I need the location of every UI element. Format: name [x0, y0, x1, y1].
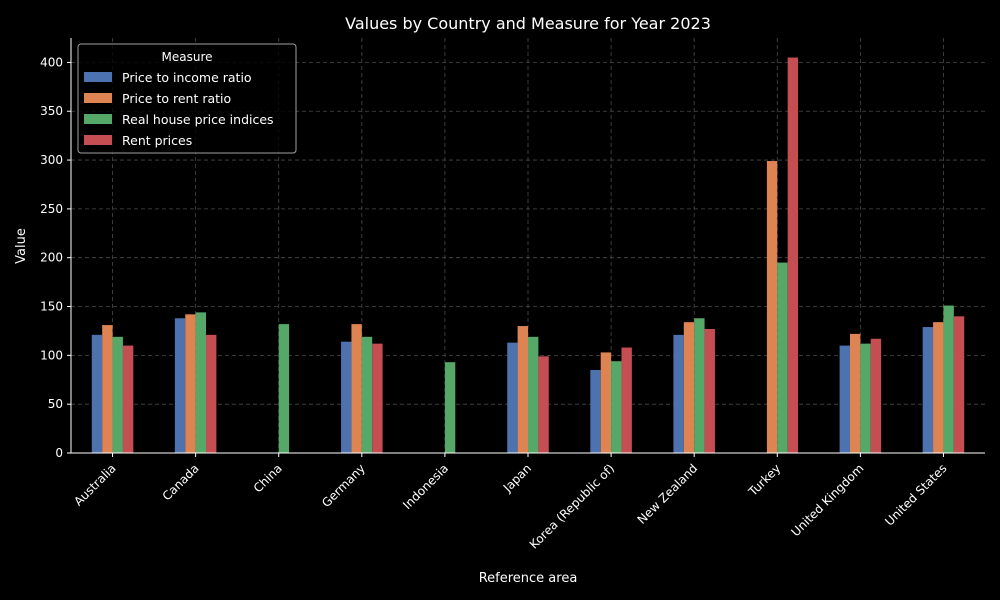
- bar: [185, 314, 196, 453]
- bar: [538, 356, 549, 453]
- y-tick-label: 300: [40, 153, 63, 167]
- bar: [943, 305, 954, 453]
- bar: [341, 341, 352, 453]
- x-tick-label: Australia: [71, 461, 118, 508]
- bar: [122, 345, 134, 453]
- bar: [174, 318, 186, 453]
- bar: [953, 316, 965, 453]
- legend-label: Price to rent ratio: [122, 91, 231, 106]
- y-tick-label: 350: [40, 104, 63, 118]
- legend: Measure Price to income ratio Price to ren…: [77, 43, 297, 154]
- y-tick-label: 0: [55, 446, 63, 460]
- x-tick-label: Turkey: [745, 461, 783, 499]
- legend-swatch: [84, 114, 112, 124]
- x-tick-label: United Kingdom: [788, 461, 866, 539]
- x-tick-label: Korea (Republic of): [527, 461, 617, 551]
- bar: [694, 318, 705, 453]
- bars: [91, 57, 965, 454]
- bar: [351, 324, 362, 453]
- bar: [611, 361, 622, 453]
- legend-swatch: [84, 135, 112, 145]
- chart-title: Values by Country and Measure for Year 2…: [345, 14, 711, 33]
- y-tick-label: 200: [40, 251, 63, 265]
- y-tick-label: 50: [48, 397, 63, 411]
- bar: [849, 333, 861, 453]
- bar: [870, 338, 882, 453]
- bar: [933, 322, 944, 453]
- bar: [112, 336, 123, 453]
- legend-swatch: [84, 72, 112, 82]
- bar: [600, 352, 612, 453]
- bar: [361, 336, 373, 453]
- bar: [621, 347, 632, 453]
- bar: [195, 312, 207, 453]
- bar: [673, 334, 684, 453]
- y-tick-label: 250: [40, 202, 63, 216]
- bar: [507, 342, 518, 453]
- x-axis-label: Reference area: [479, 571, 578, 586]
- bar: [787, 57, 799, 453]
- y-tick-label: 100: [40, 348, 63, 362]
- bar: [91, 334, 103, 453]
- x-tick-label: Japan: [500, 461, 534, 495]
- x-axis-ticks: Australia Canada China Germany Indonesia Japa…: [71, 453, 950, 552]
- x-tick-label: Germany: [319, 461, 368, 510]
- bar: [278, 324, 290, 453]
- x-tick-label: United States: [882, 461, 949, 528]
- legend-label: Rent prices: [122, 133, 192, 148]
- y-axis-label: Value: [14, 228, 29, 264]
- bar: [683, 322, 695, 453]
- bar: [777, 262, 788, 453]
- bar: [372, 343, 383, 453]
- bar: [102, 325, 113, 453]
- bar: [839, 345, 850, 453]
- x-tick-label: New Zealand: [635, 461, 701, 527]
- y-tick-label: 400: [40, 55, 63, 69]
- bar: [860, 343, 871, 453]
- bar: [590, 370, 601, 453]
- bar: [206, 334, 217, 453]
- y-axis-ticks: 0 50 100 150 200 250 300 350 400: [40, 55, 71, 460]
- legend-label: Price to income ratio: [122, 70, 252, 85]
- bar: [517, 326, 528, 453]
- x-tick-label: China: [251, 461, 285, 495]
- y-tick-label: 150: [40, 300, 63, 314]
- legend-title: Measure: [162, 50, 213, 64]
- x-tick-label: Indonesia: [400, 461, 451, 512]
- bar: [766, 161, 778, 454]
- bar: [528, 336, 539, 453]
- bar: [704, 328, 715, 453]
- legend-label: Real house price indices: [122, 112, 274, 127]
- legend-swatch: [84, 93, 112, 103]
- x-tick-label: Canada: [160, 461, 202, 503]
- bar: [922, 327, 934, 453]
- bar: [444, 362, 456, 453]
- legend-box: [77, 43, 297, 154]
